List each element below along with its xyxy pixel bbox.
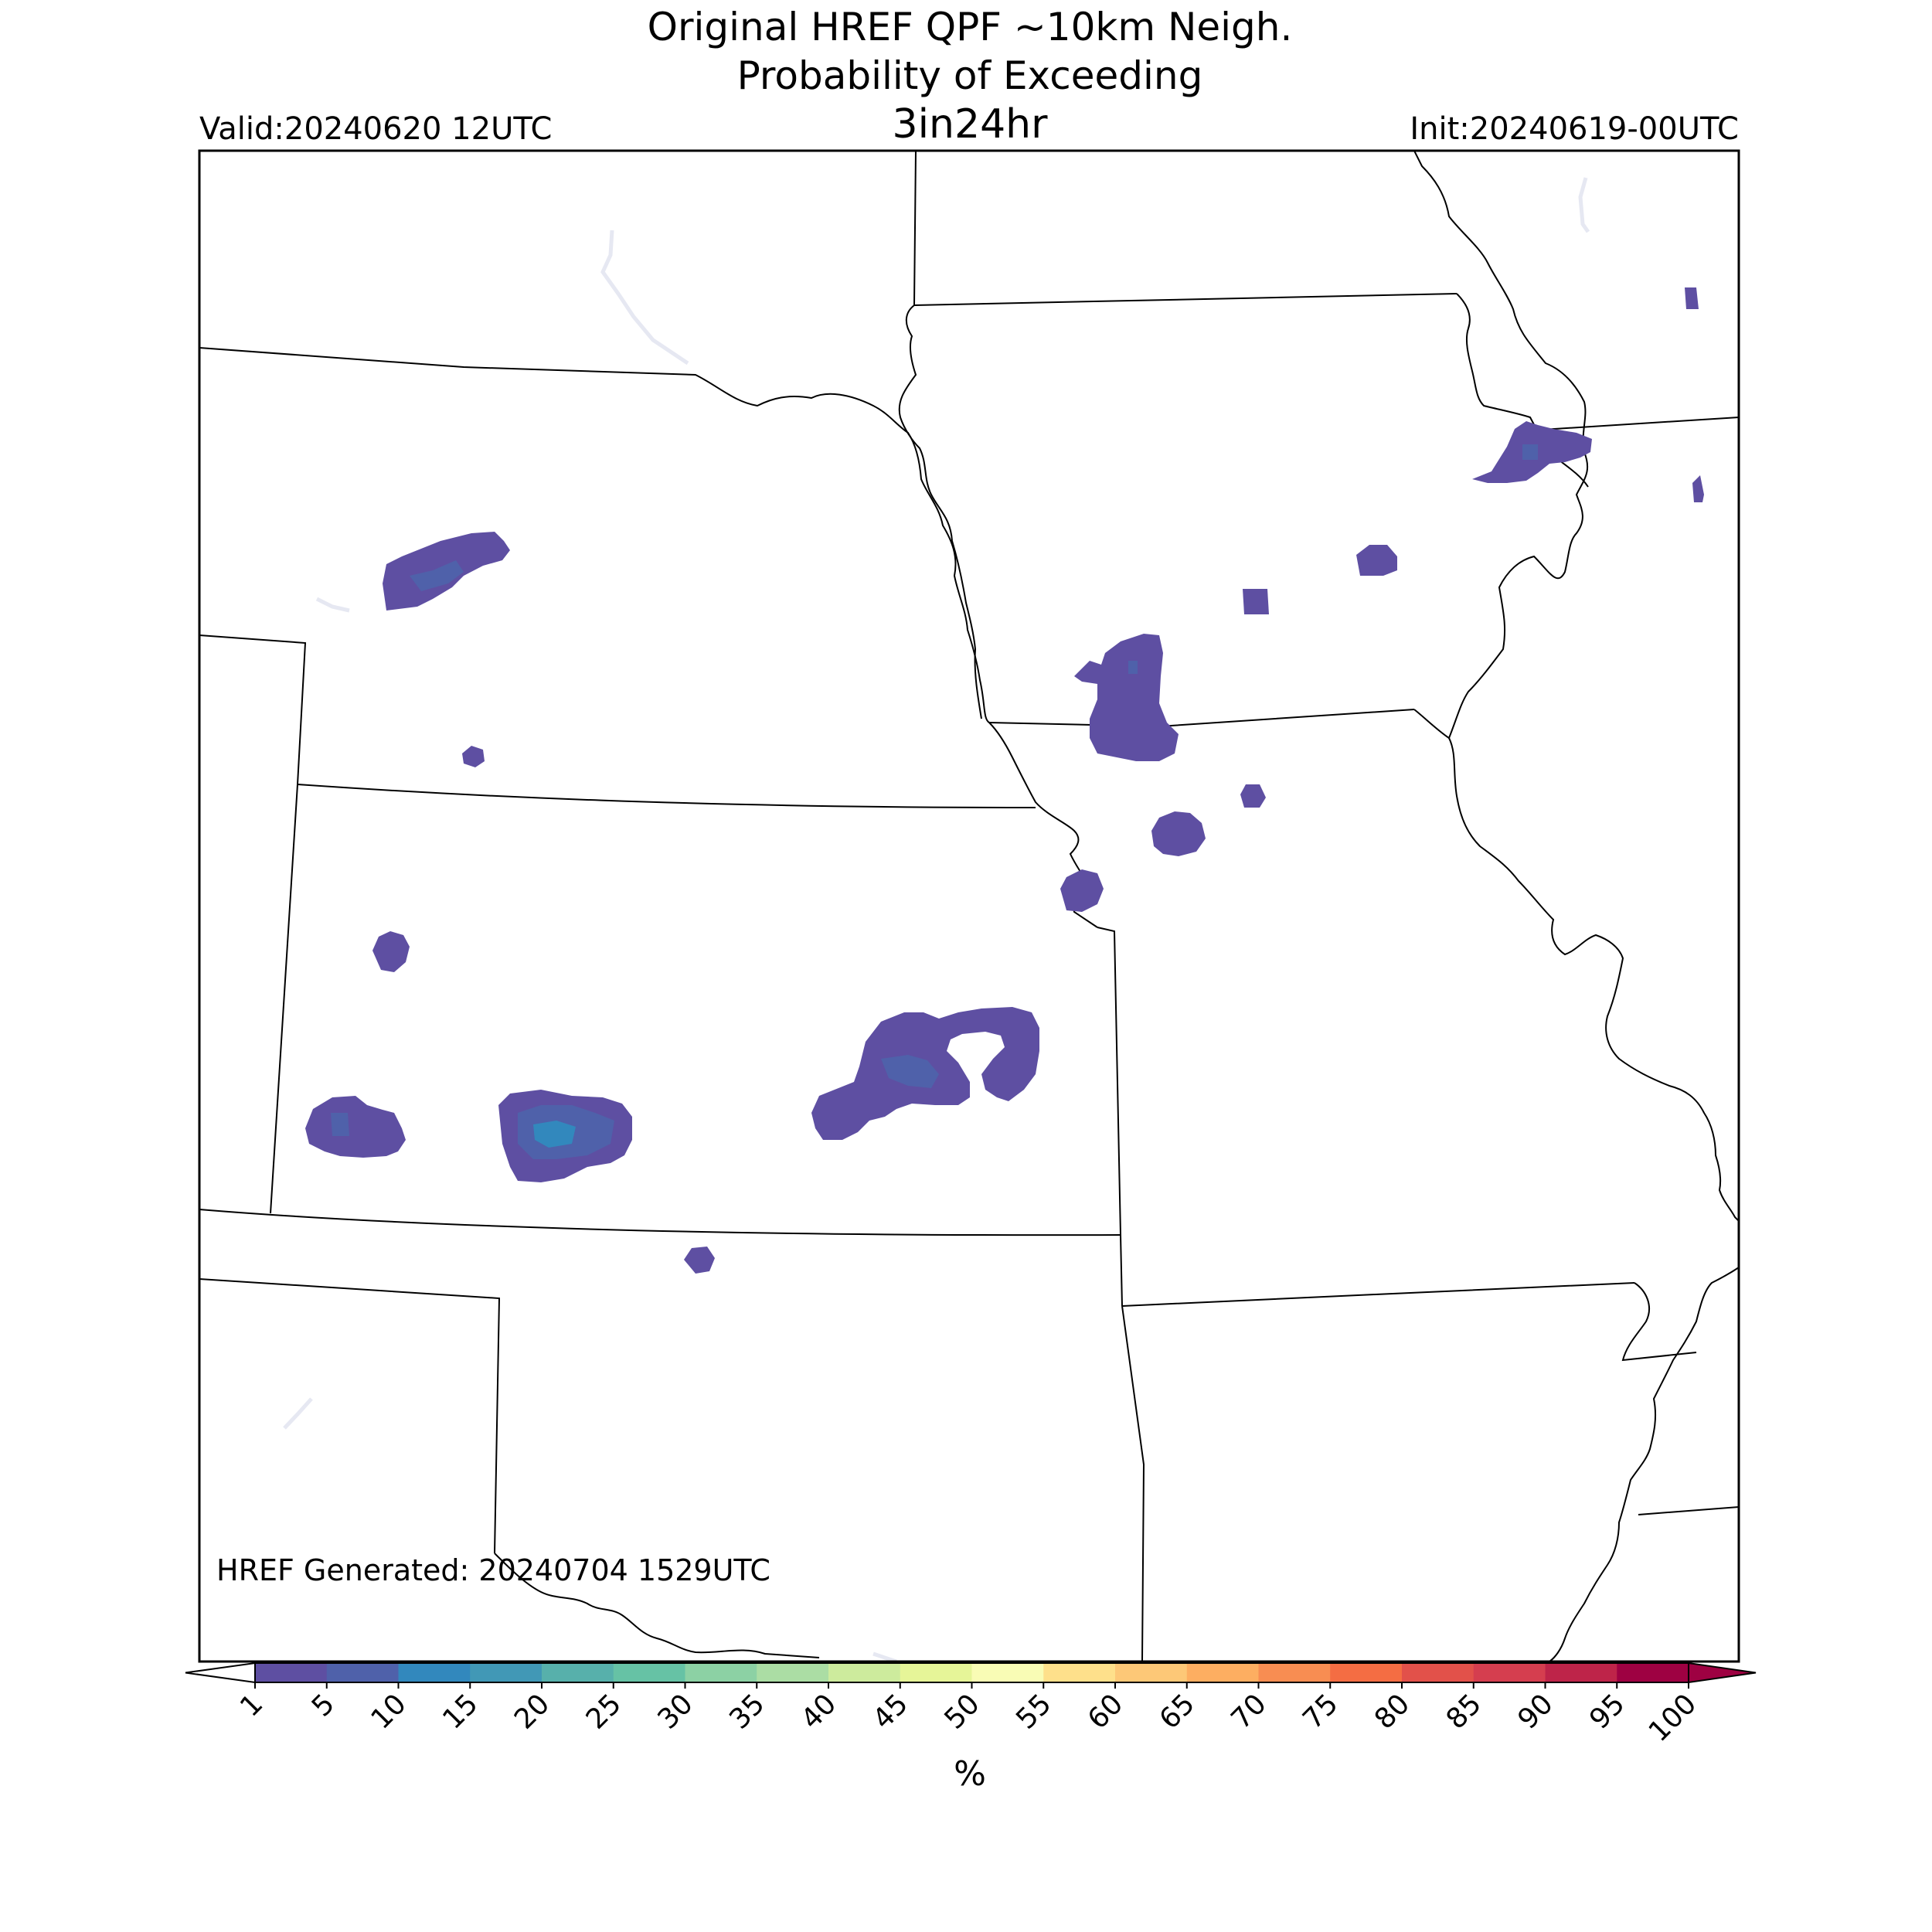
- colorbar-segment: [1473, 1663, 1546, 1682]
- border-mo-il: [1448, 737, 1739, 1222]
- colorbar-tick-label: 55: [1010, 1688, 1057, 1735]
- colorbar-over-extension: [1688, 1662, 1757, 1684]
- colorbar: 1 5 10 15 20 25 30 35 40 45 50 55 60 65 70 75 80 85 90 95 10…: [185, 1662, 1757, 1748]
- colorbar-tick-label: 40: [795, 1688, 842, 1735]
- border-ne-ks: [297, 784, 1036, 808]
- prob-area-ks-ok-dot: [684, 1247, 715, 1274]
- probability-peak: [533, 1121, 576, 1148]
- colorbar-segment: [613, 1663, 685, 1682]
- border-mo-ar: [1121, 1282, 1635, 1307]
- prob-core-ne-north: [410, 560, 464, 591]
- map-background: [199, 151, 1739, 1662]
- prob-peak-ks-swc: [533, 1121, 576, 1148]
- prob-area-ia-central: [1243, 589, 1269, 614]
- border-sd-ne: [199, 347, 1098, 928]
- colorbar-tick-label: 45: [867, 1688, 914, 1735]
- colorbar-segment: [1330, 1663, 1403, 1682]
- colorbar-segment: [828, 1663, 901, 1682]
- border-mn-ia: [913, 293, 1458, 306]
- colorbar-segment: [255, 1663, 328, 1682]
- water-features: [283, 177, 1590, 1662]
- prob-area-mo-nw: [1151, 811, 1206, 856]
- prob-area-wi-dot: [1685, 287, 1699, 309]
- border-co-nm: [199, 1278, 501, 1554]
- border-ok-ar: [1121, 1305, 1145, 1662]
- title-line-2: Probability of Exceeding: [737, 53, 1203, 98]
- colorbar-tick-label: 50: [938, 1688, 985, 1735]
- colorbar-segment: [971, 1663, 1044, 1682]
- threshold-label: 3in24hr: [893, 101, 1049, 148]
- border-sd-ia: [898, 304, 982, 719]
- colorbar-segment: [470, 1663, 543, 1682]
- colorbar-tick-label: 80: [1369, 1688, 1416, 1735]
- colorbar-segment: [398, 1663, 471, 1682]
- border-ar-mo-bootheel: [1621, 1282, 1697, 1362]
- colorbar-segment: [757, 1663, 829, 1682]
- prob-area-ks-mo-border: [1060, 869, 1104, 912]
- colorbar-segment: [1258, 1663, 1331, 1682]
- colorbar-segment: [1617, 1663, 1689, 1682]
- prob-core-ia-il: [1522, 444, 1538, 460]
- colorbar-segment: [1043, 1663, 1116, 1682]
- colorbar-segment: [1545, 1663, 1617, 1682]
- prob-area-ia-sw: [1074, 634, 1179, 761]
- prob-area-co-east: [305, 1096, 406, 1158]
- border-mo-ia-il: [1413, 151, 1589, 740]
- colorbar-tick-label: 1: [234, 1688, 269, 1723]
- colorbar-tick-label: 10: [365, 1688, 412, 1735]
- colorbar-segment: [542, 1663, 614, 1682]
- colorbar-segment: [685, 1663, 757, 1682]
- colorbar-tick-label: 60: [1082, 1688, 1129, 1735]
- prob-area-ks-west: [372, 931, 410, 972]
- colorbar-tick-label: 20: [509, 1688, 556, 1735]
- colorbar-tick-label: 70: [1225, 1688, 1272, 1735]
- prob-core-ks-central: [881, 1055, 939, 1088]
- red-river: [494, 1553, 820, 1658]
- colorbar-tick-label: 25: [580, 1688, 628, 1735]
- map-frame: [198, 149, 1740, 1663]
- colorbar-tick-label: 85: [1440, 1688, 1488, 1735]
- colorbar-segment: [326, 1663, 399, 1682]
- colorbar-unit-label: %: [954, 1754, 986, 1794]
- border-mo-ky-tn: [1549, 1267, 1739, 1662]
- state-boundaries: [199, 151, 1739, 1662]
- colorbar-segment: [1402, 1663, 1475, 1682]
- colorbar-tick-label: 75: [1297, 1688, 1344, 1735]
- colorbar-segment: [1186, 1663, 1259, 1682]
- title-line-1: Original HREF QPF ~10km Neigh.: [648, 5, 1293, 49]
- border-mn-sd: [913, 151, 917, 306]
- prob-area-il-dot: [1692, 475, 1704, 502]
- valid-time-label: Valid:20240620 12UTC: [199, 111, 552, 147]
- map-panel: HREF Generated: 20240704 1529UTC: [199, 151, 1739, 1662]
- colorbar-tick-label: 65: [1154, 1688, 1201, 1735]
- border-ky-tn: [1638, 1506, 1739, 1515]
- prob-area-mo-north-dot: [1240, 784, 1266, 808]
- colorbar-segment: [1115, 1663, 1188, 1682]
- prob-core-co: [331, 1113, 349, 1136]
- colorbar-tick-label: 5: [306, 1688, 341, 1723]
- colorbar-tick-label: 100: [1643, 1688, 1703, 1748]
- colorbar-segment: [900, 1663, 972, 1682]
- colorbar-under-extension: [185, 1662, 256, 1684]
- border-ks-mo: [1097, 927, 1123, 1307]
- border-wi-il: [1529, 417, 1739, 431]
- generated-timestamp: HREF Generated: 20240704 1529UTC: [216, 1553, 770, 1587]
- init-time-label: Init:20240619-00UTC: [1410, 111, 1739, 147]
- colorbar-tick-label: 35: [723, 1688, 770, 1735]
- colorbar-tick-label: 30: [651, 1688, 699, 1735]
- border-wy-co: [199, 634, 307, 1214]
- colorbar-tick-label: 95: [1583, 1688, 1631, 1735]
- border-ks-ok: [199, 1209, 1121, 1236]
- colorbar-tick-label: 90: [1512, 1688, 1559, 1735]
- prob-core-ia: [1128, 661, 1138, 674]
- prob-area-ne-dot: [462, 746, 485, 767]
- prob-area-ia-east: [1356, 545, 1397, 576]
- colorbar-tick-label: 15: [437, 1688, 484, 1735]
